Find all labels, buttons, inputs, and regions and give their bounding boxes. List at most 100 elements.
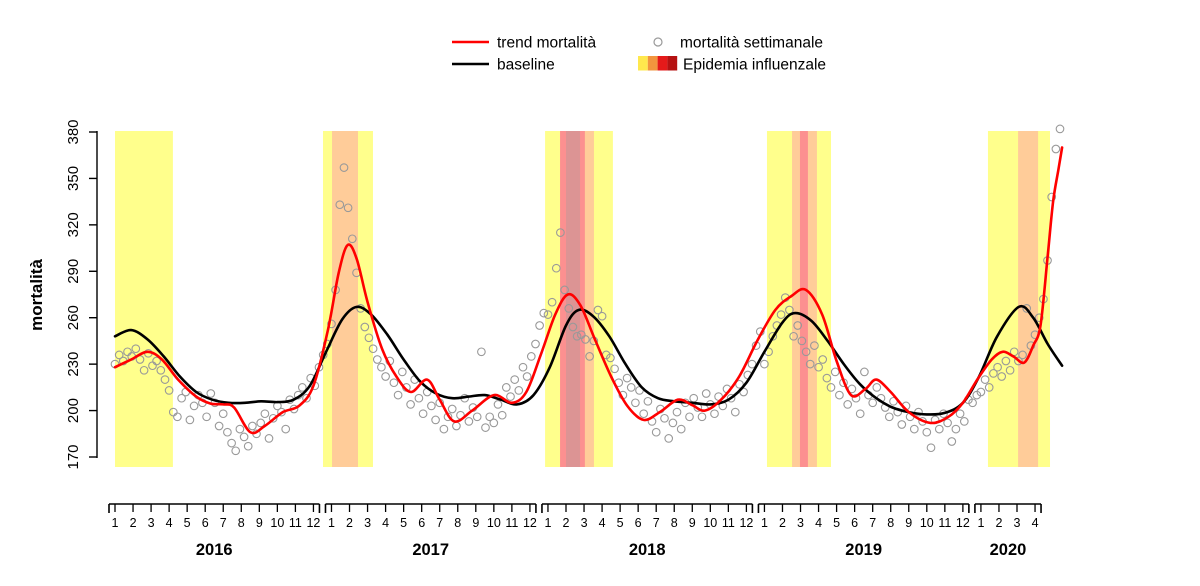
weekly-point bbox=[1055, 124, 1065, 134]
month-tick-label: 5 bbox=[400, 516, 407, 530]
weekly-point bbox=[730, 407, 740, 417]
month-tick-label: 2 bbox=[995, 516, 1002, 530]
month-tick-label: 10 bbox=[703, 516, 717, 530]
month-tick-label: 8 bbox=[454, 516, 461, 530]
y-axis-title: mortalità bbox=[27, 259, 46, 331]
legend-epidemic-swatch bbox=[638, 56, 648, 71]
month-tick-label: 2 bbox=[563, 516, 570, 530]
weekly-point bbox=[547, 297, 557, 307]
weekly-point bbox=[243, 441, 253, 451]
legend-epidemic-swatch bbox=[647, 56, 658, 71]
weekly-point bbox=[1034, 313, 1044, 323]
month-tick-label: 12 bbox=[523, 516, 537, 530]
weekly-point bbox=[543, 310, 553, 319]
weekly-point bbox=[639, 409, 649, 419]
weekly-point bbox=[564, 304, 574, 313]
weekly-point bbox=[822, 373, 832, 383]
legend-epidemic-swatches bbox=[638, 56, 678, 71]
weekly-point bbox=[664, 434, 674, 443]
month-tick-label: 9 bbox=[256, 516, 263, 530]
month-tick-label: 3 bbox=[581, 516, 588, 530]
weekly-point bbox=[572, 331, 582, 341]
weekly-point bbox=[735, 379, 744, 389]
weekly-point bbox=[472, 412, 482, 422]
weekly-point bbox=[206, 389, 216, 398]
weekly-point bbox=[951, 424, 961, 434]
weekly-point bbox=[989, 369, 998, 378]
legend-weekly-point-sample bbox=[653, 37, 663, 47]
y-tick-label: 230 bbox=[65, 352, 82, 377]
weekly-point bbox=[793, 321, 803, 330]
weekly-point bbox=[997, 372, 1007, 381]
weekly-point bbox=[701, 389, 711, 398]
weekly-point bbox=[427, 401, 436, 411]
legend-epidemic-swatch bbox=[657, 56, 668, 71]
weekly-point bbox=[1047, 192, 1057, 202]
weekly-point bbox=[959, 417, 969, 426]
weekly-point bbox=[631, 398, 640, 408]
weekly-point bbox=[860, 367, 869, 377]
weekly-point bbox=[660, 413, 669, 423]
weekly-point bbox=[797, 336, 807, 346]
weekly-point bbox=[685, 412, 694, 422]
weekly-point bbox=[651, 427, 661, 437]
weekly-point bbox=[327, 319, 336, 329]
weekly-point bbox=[214, 421, 224, 431]
weekly-point bbox=[993, 362, 1002, 372]
weekly-point bbox=[497, 410, 507, 420]
weekly-point bbox=[114, 350, 124, 360]
weekly-point bbox=[922, 427, 932, 437]
month-tick-label: 2 bbox=[779, 516, 786, 530]
month-tick-label: 8 bbox=[238, 516, 245, 530]
weekly-point bbox=[1005, 365, 1015, 375]
month-tick-label: 6 bbox=[851, 516, 858, 530]
weekly-point bbox=[643, 396, 653, 406]
weekly-point bbox=[264, 434, 274, 443]
weekly-point bbox=[1051, 144, 1061, 154]
weekly-point bbox=[968, 398, 977, 408]
weekly-point bbox=[139, 365, 149, 375]
month-tick-label: 5 bbox=[833, 516, 840, 530]
weekly-point bbox=[393, 390, 403, 400]
weekly-point bbox=[610, 364, 619, 374]
weekly-point bbox=[501, 383, 511, 392]
y-tick-label: 320 bbox=[65, 212, 82, 237]
weekly-point bbox=[506, 392, 515, 401]
month-tick-label: 5 bbox=[184, 516, 191, 530]
month-tick-label: 12 bbox=[306, 516, 320, 530]
weekly-point bbox=[551, 263, 561, 273]
weekly-point bbox=[431, 415, 440, 425]
weekly-point bbox=[826, 383, 836, 392]
month-tick-label: 3 bbox=[364, 516, 371, 530]
weekly-point bbox=[239, 432, 249, 442]
month-tick-label: 3 bbox=[1014, 516, 1021, 530]
weekly-point bbox=[980, 375, 990, 384]
weekly-point bbox=[872, 383, 882, 392]
legend-epidemic-label: Epidemia influenzale bbox=[683, 57, 826, 74]
weekly-point bbox=[281, 424, 291, 434]
weekly-point bbox=[202, 412, 211, 422]
weekly-point bbox=[360, 322, 370, 332]
weekly-point bbox=[884, 412, 894, 422]
weekly-point bbox=[672, 407, 682, 417]
weekly-point bbox=[514, 386, 524, 395]
weekly-point bbox=[868, 398, 878, 408]
epidemic-bands bbox=[115, 131, 1051, 467]
month-tick-label: 12 bbox=[956, 516, 970, 530]
y-tick-label: 290 bbox=[65, 259, 82, 284]
year-label: 2017 bbox=[412, 541, 449, 559]
weekly-point bbox=[560, 285, 569, 295]
weekly-point bbox=[510, 375, 520, 384]
month-tick-label: 4 bbox=[382, 516, 389, 530]
weekly-point bbox=[851, 393, 861, 403]
weekly-point bbox=[464, 417, 474, 426]
weekly-point bbox=[297, 383, 307, 392]
trend-curve bbox=[113, 146, 1064, 435]
weekly-point bbox=[801, 347, 811, 357]
weekly-point bbox=[231, 446, 241, 456]
month-tick-label: 6 bbox=[635, 516, 642, 530]
baseline-curve bbox=[113, 304, 1064, 416]
month-tick-label: 3 bbox=[797, 516, 804, 530]
weekly-point bbox=[1001, 356, 1011, 366]
